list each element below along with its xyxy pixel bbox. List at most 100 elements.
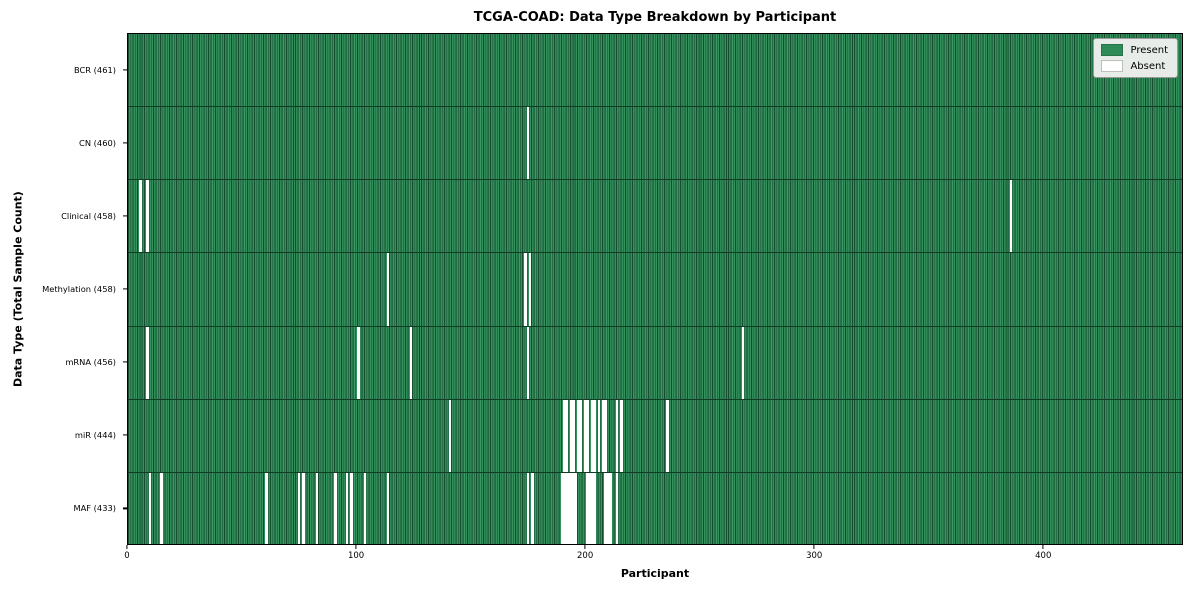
absent-stripe — [593, 472, 596, 544]
absent-stripe — [409, 326, 413, 399]
absent-stripe — [741, 326, 745, 399]
legend: Present Absent — [1093, 38, 1178, 78]
present-swatch-icon — [1101, 44, 1124, 56]
legend-item-present: Present — [1101, 44, 1168, 56]
y-tick-mark — [123, 288, 127, 290]
absent-stripe — [357, 326, 360, 399]
absent-stripe — [586, 399, 589, 472]
absent-stripe — [350, 472, 353, 544]
y-tick-mark — [123, 361, 127, 363]
plot-area — [127, 33, 1183, 545]
absent-stripe — [448, 399, 452, 472]
y-tick-mark — [123, 507, 127, 510]
data-row-mir — [128, 399, 1182, 473]
x-tick-label: 400 — [1035, 551, 1052, 561]
y-tick-label: mRNA (456) — [65, 357, 116, 368]
data-row-mrna — [128, 326, 1182, 400]
x-tick-mark — [584, 545, 586, 549]
absent-stripe — [315, 472, 319, 544]
absent-stripe — [565, 472, 569, 544]
legend-label-absent: Absent — [1130, 60, 1166, 72]
x-tick-mark — [126, 545, 128, 549]
y-tick-mark — [123, 68, 127, 71]
absent-stripe — [265, 472, 268, 544]
y-tick-label: MAF (433) — [73, 503, 116, 514]
absent-stripe — [297, 472, 300, 544]
absent-stripe — [570, 472, 573, 544]
y-tick-mark — [123, 434, 127, 436]
absent-stripe — [526, 107, 530, 180]
absent-stripe — [563, 472, 566, 544]
x-tick-mark — [355, 545, 357, 549]
absent-stripe — [620, 399, 623, 472]
absent-stripe — [597, 399, 601, 472]
absent-stripe — [363, 472, 367, 544]
absent-stripe — [528, 253, 532, 326]
absent-stripe — [579, 399, 582, 472]
absent-stripe — [615, 472, 619, 544]
absent-stripe — [526, 472, 530, 544]
absent-stripe — [615, 399, 619, 472]
absent-stripe — [160, 472, 163, 544]
data-row-bcr — [128, 34, 1182, 108]
data-row-maf — [128, 472, 1182, 544]
absent-stripe — [604, 472, 607, 544]
absent-stripe — [567, 472, 571, 544]
x-axis-ticks: 0 100 200 300 400 — [124, 545, 1183, 569]
chart-title: TCGA-COAD: Data Type Breakdown by Partic… — [473, 10, 837, 25]
x-axis-title: Participant — [620, 567, 690, 580]
y-tick-label: miR (444) — [74, 430, 116, 441]
absent-stripe — [524, 253, 527, 326]
absent-stripe — [146, 326, 149, 399]
absent-stripe — [586, 472, 589, 544]
legend-item-absent: Absent — [1101, 60, 1168, 72]
absent-stripe — [560, 472, 564, 544]
x-tick-label: 200 — [577, 551, 594, 561]
absent-stripe — [345, 472, 349, 544]
x-tick-label: 300 — [806, 551, 823, 561]
absent-stripe — [609, 472, 612, 544]
absent-stripe — [531, 472, 534, 544]
legend-label-present: Present — [1130, 44, 1168, 56]
y-tick-mark — [123, 142, 127, 144]
data-row-clinical — [128, 180, 1182, 254]
absent-stripe — [590, 399, 594, 472]
data-row-methylation — [128, 253, 1182, 327]
y-tick-label: CN (460) — [79, 137, 116, 148]
absent-swatch-icon — [1101, 60, 1124, 72]
absent-stripe — [666, 399, 669, 472]
absent-stripe — [590, 472, 594, 544]
y-tick-mark — [123, 215, 127, 217]
y-tick-label: Clinical (458) — [61, 210, 116, 221]
absent-stripe — [606, 472, 610, 544]
absent-stripe — [570, 399, 573, 472]
x-tick-mark — [1042, 545, 1044, 549]
absent-stripe — [146, 180, 149, 253]
absent-stripe — [565, 399, 569, 472]
absent-stripe — [563, 399, 566, 472]
absent-stripe — [526, 326, 530, 399]
absent-stripe — [572, 472, 575, 544]
absent-stripe — [588, 472, 591, 544]
absent-stripe — [602, 399, 605, 472]
absent-stripe — [1009, 180, 1013, 253]
absent-stripe — [334, 472, 337, 544]
absent-stripe — [604, 399, 607, 472]
x-tick-mark — [813, 545, 815, 549]
absent-stripe — [386, 253, 390, 326]
absent-stripe — [574, 472, 578, 544]
absent-stripe — [302, 472, 305, 544]
y-axis-tick-labels: BCR (461) CN (460) Clinical (458) Methylati… — [0, 33, 127, 545]
y-tick-label: Methylation (458) — [42, 284, 116, 294]
absent-stripe — [139, 180, 142, 253]
absent-stripe — [593, 399, 596, 472]
absent-stripe — [148, 472, 152, 544]
absent-stripe — [386, 472, 390, 544]
data-row-cn — [128, 107, 1182, 181]
absent-stripe — [583, 399, 587, 472]
x-tick-label: 100 — [347, 551, 365, 561]
absent-stripe — [572, 399, 575, 472]
x-tick-label: 0 — [124, 551, 130, 561]
absent-stripe — [576, 399, 580, 472]
